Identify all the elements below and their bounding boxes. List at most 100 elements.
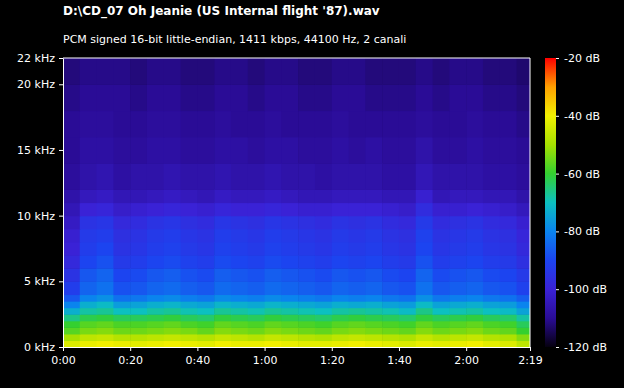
cell <box>265 216 282 230</box>
cell <box>332 255 349 269</box>
cell <box>433 163 450 190</box>
cell <box>483 268 500 282</box>
cell <box>315 327 332 334</box>
cell <box>349 340 366 347</box>
cell <box>365 216 382 230</box>
cell <box>298 111 315 138</box>
cell <box>500 301 517 308</box>
cell <box>265 334 282 341</box>
cell <box>449 321 466 328</box>
tick-mark <box>265 347 266 351</box>
cell <box>416 242 433 256</box>
cell <box>517 321 530 328</box>
cell <box>248 281 265 295</box>
cell <box>130 84 147 111</box>
cell <box>181 216 198 230</box>
tick-mark <box>556 116 559 117</box>
cell <box>63 203 80 217</box>
cell <box>349 301 366 308</box>
cell <box>483 189 500 203</box>
cell <box>382 281 399 295</box>
cell <box>97 301 114 308</box>
cell <box>416 308 433 315</box>
cell <box>483 314 500 321</box>
cell <box>214 111 231 138</box>
cell <box>332 216 349 230</box>
cell <box>63 314 80 321</box>
cell <box>181 334 198 341</box>
cell <box>517 340 530 347</box>
cell <box>197 314 214 321</box>
cell <box>248 242 265 256</box>
cell <box>349 255 366 269</box>
cell <box>298 301 315 308</box>
cell <box>265 189 282 203</box>
cell <box>466 340 483 347</box>
cell <box>113 308 130 315</box>
cell <box>214 255 231 269</box>
cell <box>416 301 433 308</box>
cell <box>399 84 416 111</box>
cell <box>80 294 97 301</box>
tick-label: 22 kHz <box>17 52 55 65</box>
cell <box>365 242 382 256</box>
cell <box>130 327 147 334</box>
cell <box>517 301 530 308</box>
cell <box>449 268 466 282</box>
cell <box>449 340 466 347</box>
cell <box>265 314 282 321</box>
cell <box>399 58 416 85</box>
cell <box>416 340 433 347</box>
cell <box>248 111 265 138</box>
cell <box>433 255 450 269</box>
cell <box>147 301 164 308</box>
cell <box>197 229 214 243</box>
cell <box>265 242 282 256</box>
cell <box>416 281 433 295</box>
cell <box>231 334 248 341</box>
cell <box>113 189 130 203</box>
tick: 0:40 <box>186 347 211 367</box>
cell <box>197 301 214 308</box>
cell <box>97 163 114 190</box>
cell <box>97 84 114 111</box>
cell <box>97 229 114 243</box>
cell <box>382 340 399 347</box>
cell <box>181 189 198 203</box>
tick-label: -60 dB <box>564 168 600 181</box>
cell <box>332 163 349 190</box>
cell <box>164 242 181 256</box>
cell <box>500 189 517 203</box>
cell <box>466 189 483 203</box>
cell <box>449 294 466 301</box>
cell <box>517 84 530 111</box>
cell <box>231 281 248 295</box>
cell <box>298 137 315 164</box>
cell <box>248 340 265 347</box>
cell <box>500 229 517 243</box>
cell <box>399 301 416 308</box>
cell <box>466 84 483 111</box>
cell <box>298 242 315 256</box>
cell <box>281 340 298 347</box>
cell <box>433 334 450 341</box>
tick-mark <box>130 347 131 351</box>
cell <box>433 229 450 243</box>
cell <box>197 58 214 85</box>
cell <box>214 268 231 282</box>
cell <box>63 340 80 347</box>
cell <box>466 163 483 190</box>
tick-mark <box>556 289 559 290</box>
cell <box>231 84 248 111</box>
cell <box>416 314 433 321</box>
cell <box>416 268 433 282</box>
cell <box>130 321 147 328</box>
cell <box>164 216 181 230</box>
cell <box>416 58 433 85</box>
cell <box>449 84 466 111</box>
cell <box>449 242 466 256</box>
cell <box>382 189 399 203</box>
cell <box>466 216 483 230</box>
cell <box>97 242 114 256</box>
cell <box>248 203 265 217</box>
